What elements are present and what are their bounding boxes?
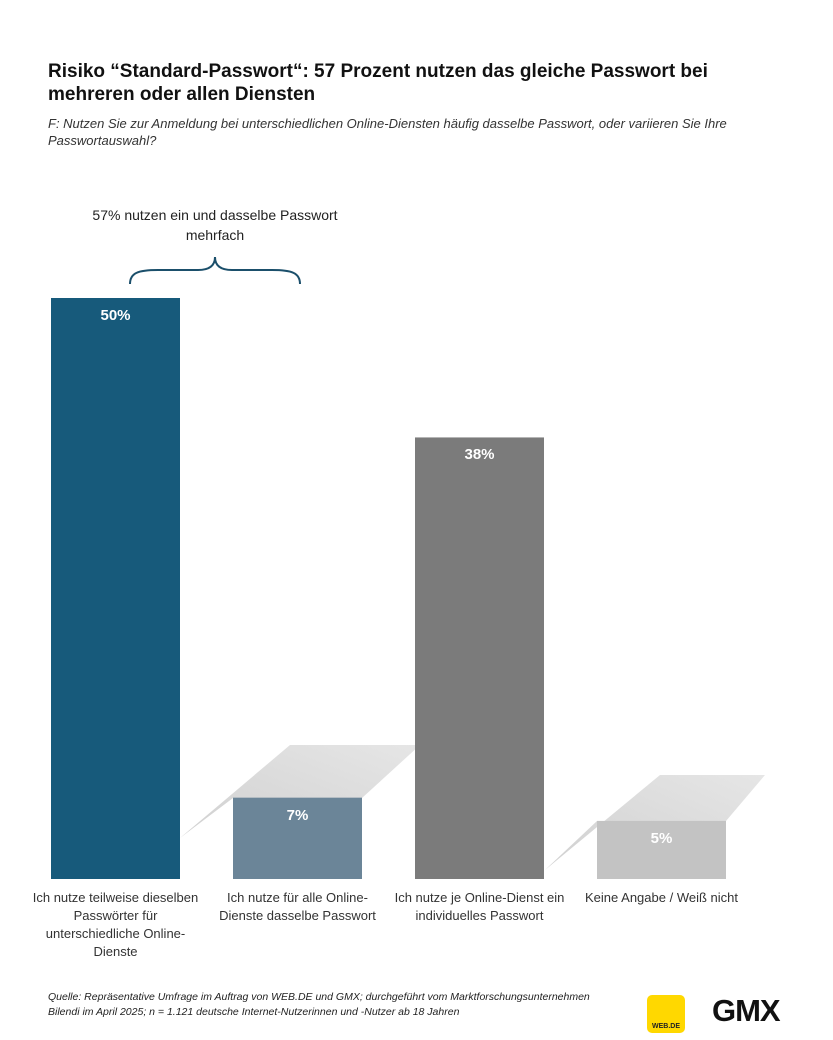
x-tick-label: Ich nutze für alle Online-Dienste dassel… [219,890,376,923]
chart-title: Risiko “Standard-Passwort“: 57 Prozent n… [48,61,708,105]
bar-shadow [180,745,420,838]
logo-text: WEB.DE [652,1023,680,1030]
x-tick-label: Ich nutze teilweise dieselben Passwörter… [32,890,199,959]
brace [129,256,301,285]
data-label: 5% [650,829,673,847]
x-tick-label: Ich nutze je Online-Dienst ein individue… [394,890,565,923]
subtitle: F: Nutzen Sie zur Anmeldung bei untersch… [48,116,727,148]
data-label: 38% [464,446,495,464]
bar [233,797,362,879]
source: Quelle: Repräsentative Umfrage im Auftra… [48,991,590,1018]
logo: GMX [712,993,781,1028]
bar [51,298,180,879]
bar-shadow [545,775,765,870]
x-tick-label: Keine Angabe / Weiß nicht [585,890,738,905]
bar [415,437,544,879]
logo: WEB.DE [647,995,685,1033]
data-label: 50% [100,307,131,324]
annotation: 57% nutzen ein und dasselbe Passwort meh… [92,207,338,243]
data-label: 7% [286,806,309,824]
bar [597,820,726,879]
